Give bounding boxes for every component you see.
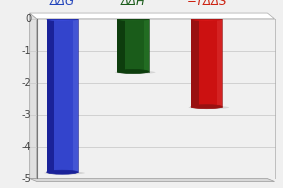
Text: -2: -2 (22, 78, 31, 88)
Bar (144, 19, 149, 71)
Text: -4: -4 (22, 142, 31, 152)
Ellipse shape (44, 171, 85, 175)
Ellipse shape (47, 170, 78, 174)
Polygon shape (30, 13, 275, 19)
Polygon shape (30, 13, 37, 179)
Ellipse shape (191, 17, 222, 21)
Text: ΔΔH: ΔΔH (121, 0, 145, 8)
Bar (47, 19, 54, 172)
Ellipse shape (117, 70, 149, 74)
Text: -5: -5 (22, 174, 31, 184)
Text: −TΔΔS: −TΔΔS (186, 0, 227, 8)
Text: ΔΔG: ΔΔG (50, 0, 75, 8)
Ellipse shape (115, 71, 156, 74)
Ellipse shape (47, 17, 78, 21)
Polygon shape (30, 179, 275, 181)
Text: -1: -1 (22, 46, 31, 56)
Bar (191, 19, 199, 107)
Ellipse shape (191, 105, 222, 109)
Text: 0: 0 (25, 14, 31, 24)
Bar (125, 19, 149, 71)
Bar (117, 19, 125, 71)
Bar (73, 19, 78, 172)
Text: -3: -3 (22, 110, 31, 120)
Bar (218, 19, 222, 107)
Bar (199, 19, 222, 107)
Ellipse shape (188, 106, 229, 109)
Ellipse shape (117, 17, 149, 21)
Bar (54, 19, 78, 172)
